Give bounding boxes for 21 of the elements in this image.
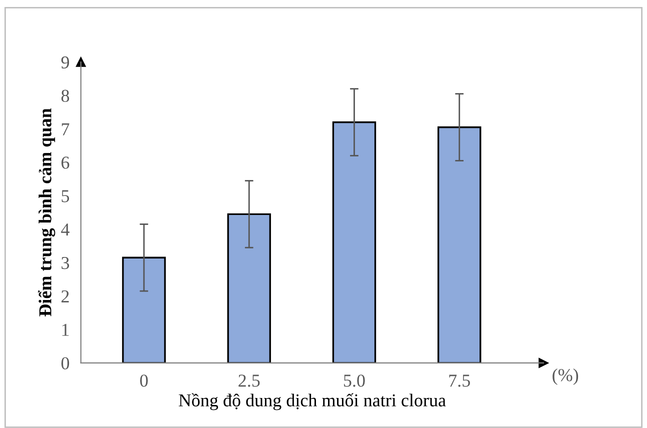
y-tick-label: 0 (61, 357, 70, 370)
y-tick-label: 5 (62, 190, 70, 202)
bar (332, 121, 376, 363)
y-tick-label: 7 (62, 123, 70, 136)
bar (438, 126, 482, 363)
y-axis-title: Điểm trung bình cảm quan (38, 108, 56, 316)
y-tick-label: 8 (61, 90, 70, 102)
y-tick-label: 1 (62, 324, 69, 336)
y-tick-label: 4 (61, 224, 70, 236)
text: (%) (552, 368, 578, 385)
x-tick-label: 7.5 (449, 374, 470, 387)
bar (227, 213, 271, 363)
bar (122, 256, 166, 363)
y-tick-label: 2 (62, 290, 69, 302)
x-tick-label: 0 (140, 374, 148, 387)
y-tick-label: 9 (61, 56, 70, 68)
x-tick-label: 2.5 (238, 374, 260, 387)
x-axis-title: Nồng độ dung dịch muối natri clorua (178, 393, 446, 410)
y-tick-label: 6 (62, 156, 70, 169)
y-tick-label: 3 (62, 256, 70, 270)
x-tick-label: 5.0 (344, 374, 365, 387)
